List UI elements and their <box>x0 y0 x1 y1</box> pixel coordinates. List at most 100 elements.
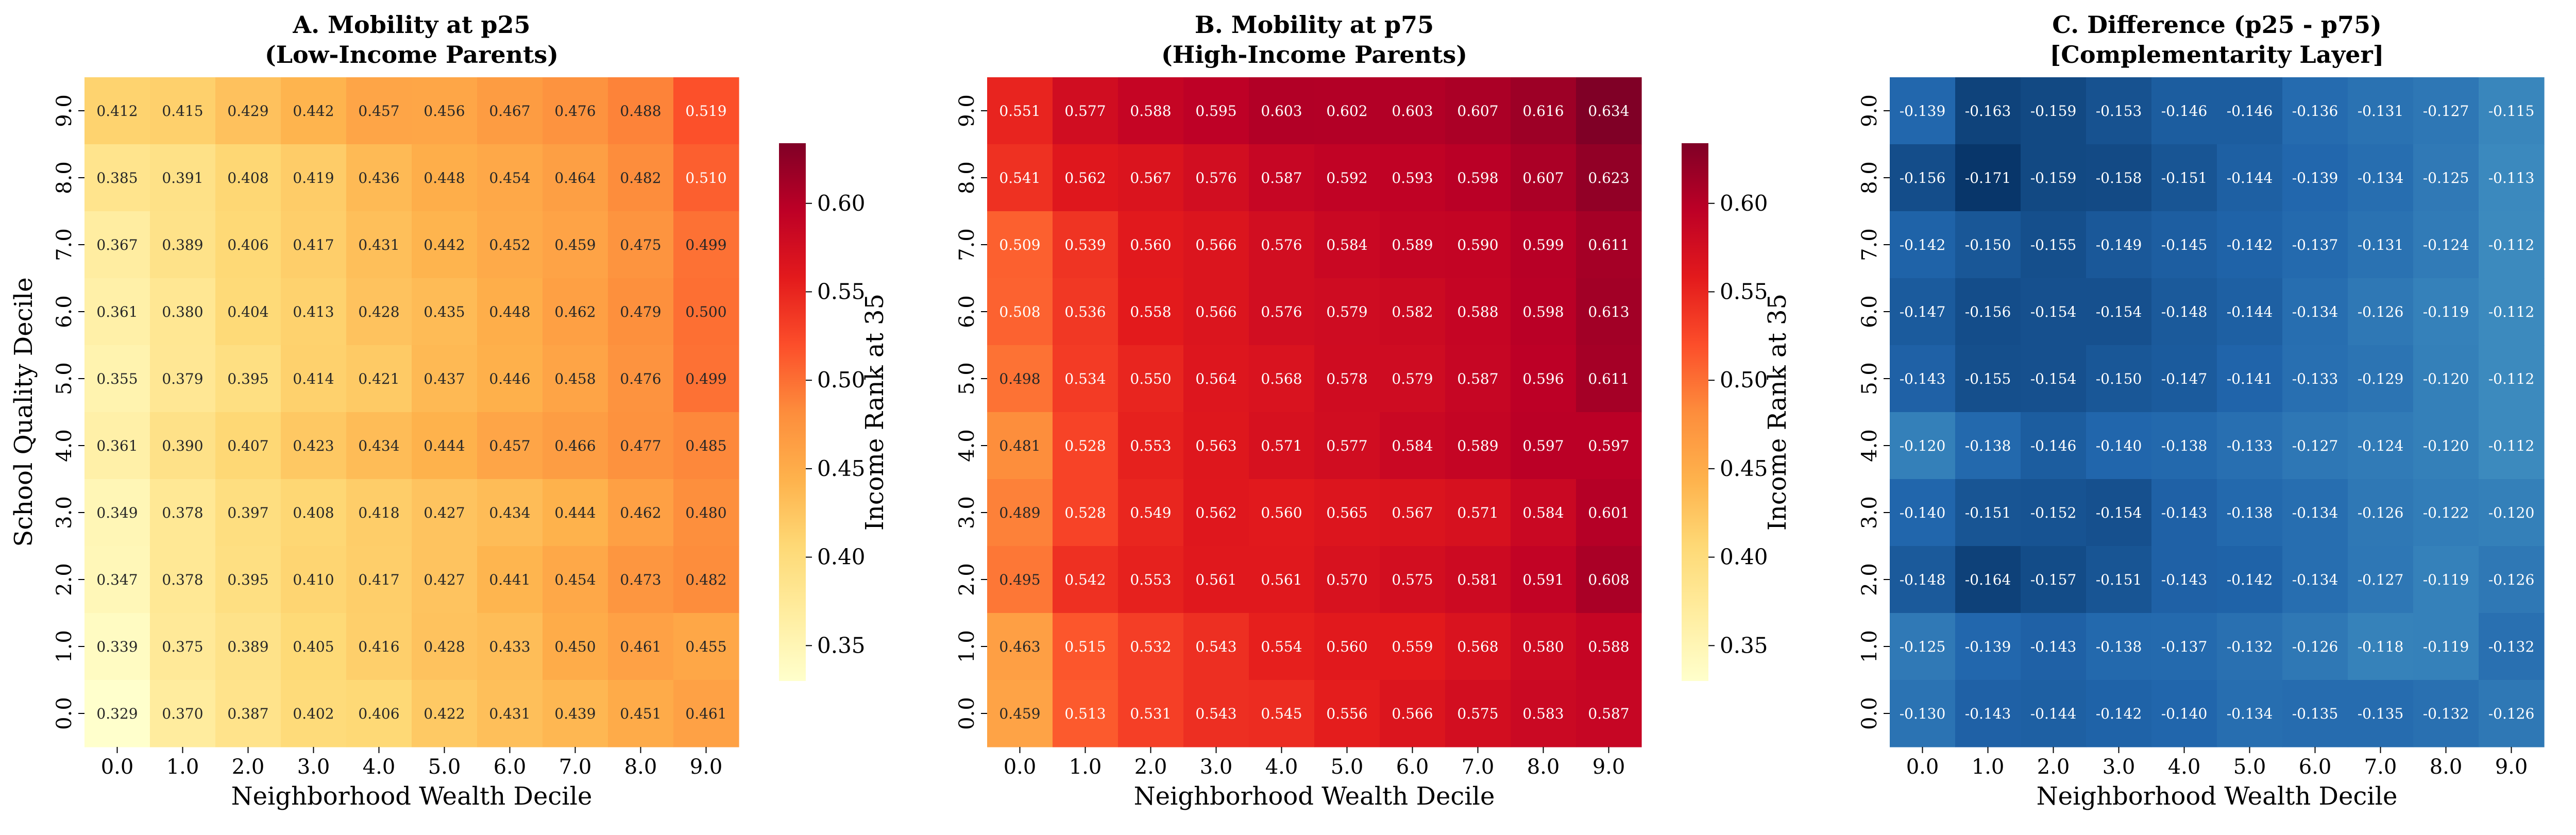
cell-value-label: -0.151 <box>1965 504 2011 521</box>
heatmap-cell <box>84 278 150 346</box>
cell-value-label: 0.549 <box>1130 504 1171 521</box>
y-tick-label: 3.0 <box>955 496 979 529</box>
cell-value-label: 0.427 <box>423 571 465 588</box>
y-tick-label: 2.0 <box>955 563 979 596</box>
cell-value-label: -0.148 <box>2161 303 2208 320</box>
heatmap-cell <box>150 211 216 279</box>
heatmap-cell <box>2086 613 2152 680</box>
cell-value-label: 0.361 <box>96 303 138 320</box>
heatmap-cell <box>1890 680 1956 747</box>
cell-value-label: 0.476 <box>554 103 596 120</box>
heatmap-cell <box>543 211 608 279</box>
heatmap-cell <box>2413 546 2479 614</box>
cell-value-label: 0.408 <box>227 169 268 186</box>
cell-value-label: -0.134 <box>2358 169 2404 186</box>
y-tick-label: 8.0 <box>53 161 76 194</box>
heatmap-cell <box>2282 144 2348 212</box>
cell-value-label: 0.439 <box>554 705 596 722</box>
heatmap-cell <box>215 211 281 279</box>
heatmap-cell <box>543 144 608 212</box>
heatmap-cell <box>1053 546 1118 614</box>
heatmap-cell <box>2479 77 2545 145</box>
cell-value-label: 0.442 <box>423 236 465 253</box>
heatmap-cell <box>2348 278 2414 346</box>
heatmap-cell <box>1955 278 2021 346</box>
cell-value-label: 0.508 <box>999 303 1040 320</box>
heatmap-cell <box>543 546 608 614</box>
heatmap-cell <box>1314 412 1380 480</box>
heatmap-cell <box>1380 412 1446 480</box>
panel-title-line-1: C. Difference (p25 - p75) <box>2052 11 2381 39</box>
heatmap-cell <box>1890 144 1956 212</box>
y-tick-label: 0.0 <box>955 697 979 730</box>
x-tick-label: 2.0 <box>2037 755 2070 779</box>
heatmap-cell <box>1576 278 1642 346</box>
cell-value-label: 0.587 <box>1457 370 1498 387</box>
heatmap-cell <box>608 345 674 413</box>
x-tick-label: 1.0 <box>1069 755 1102 779</box>
cell-value-label: -0.143 <box>1965 705 2011 722</box>
heatmap-cell <box>1380 479 1446 547</box>
y-tick-label: 2.0 <box>1858 563 1882 596</box>
cell-value-label: -0.151 <box>2161 169 2208 186</box>
cell-value-label: 0.441 <box>489 571 530 588</box>
heatmap-cell <box>1314 613 1380 680</box>
heatmap-cell <box>2413 144 2479 212</box>
cell-value-label: 0.454 <box>489 169 530 186</box>
cell-value-label: -0.143 <box>2161 504 2208 521</box>
cell-value-label: -0.138 <box>2161 437 2208 454</box>
cell-value-label: 0.402 <box>293 705 334 722</box>
heatmap-cell <box>2413 77 2479 145</box>
heatmap-cell <box>2479 144 2545 212</box>
cell-value-label: 0.389 <box>162 236 203 253</box>
heatmap-cell <box>987 278 1053 346</box>
cell-value-label: 0.607 <box>1457 103 1498 120</box>
heatmap-cell <box>1118 77 1184 145</box>
colorbar <box>779 143 806 681</box>
heatmap-cell <box>1249 144 1315 212</box>
cell-value-label: -0.132 <box>2227 638 2273 655</box>
cell-value-label: -0.142 <box>2227 571 2273 588</box>
cell-value-label: 0.435 <box>423 303 465 320</box>
heatmap-cell <box>1890 345 1956 413</box>
heatmap-cell <box>346 613 412 680</box>
heatmap-cell <box>1511 345 1577 413</box>
heatmap-cell <box>1380 278 1446 346</box>
y-tick-label: 6.0 <box>1858 295 1882 328</box>
heatmap-cell <box>1053 613 1118 680</box>
cell-value-label: -0.150 <box>1965 236 2011 253</box>
cell-value-label: -0.145 <box>2161 236 2208 253</box>
cell-value-label: 0.551 <box>999 103 1040 120</box>
heatmap-cell <box>1183 211 1249 279</box>
y-tick-label: 4.0 <box>1858 429 1882 462</box>
cell-value-label: 0.375 <box>162 638 203 655</box>
heatmap-cell <box>1249 211 1315 279</box>
cell-value-label: 0.418 <box>358 504 399 521</box>
heatmap-cell <box>412 77 478 145</box>
cell-value-label: -0.125 <box>2423 169 2469 186</box>
heatmap-cell <box>2348 77 2414 145</box>
cell-value-label: -0.135 <box>2292 705 2338 722</box>
cell-value-label: -0.138 <box>2096 638 2142 655</box>
cell-value-label: 0.576 <box>1261 303 1302 320</box>
heatmap-cell <box>1183 680 1249 747</box>
x-tick-label: 4.0 <box>1265 755 1298 779</box>
heatmap-cell <box>281 546 347 614</box>
y-tick-label: 7.0 <box>53 228 76 261</box>
cell-value-label: 0.480 <box>685 504 726 521</box>
cell-value-label: 0.542 <box>1064 571 1106 588</box>
cell-value-label: 0.568 <box>1457 638 1498 655</box>
cell-value-label: 0.461 <box>685 705 726 722</box>
cell-value-label: 0.459 <box>554 236 596 253</box>
cell-value-label: -0.124 <box>2358 437 2404 454</box>
cell-value-label: -0.139 <box>2292 169 2338 186</box>
heatmap-cell <box>2282 211 2348 279</box>
cell-value-label: -0.132 <box>2423 705 2469 722</box>
cell-value-label: 0.571 <box>1457 504 1498 521</box>
x-tick-label: 3.0 <box>1200 755 1233 779</box>
cell-value-label: 0.473 <box>620 571 661 588</box>
x-tick-label: 7.0 <box>1462 755 1495 779</box>
cell-value-label: -0.134 <box>2292 571 2338 588</box>
heatmap-cell <box>2021 412 2087 480</box>
cell-value-label: 0.407 <box>227 437 268 454</box>
